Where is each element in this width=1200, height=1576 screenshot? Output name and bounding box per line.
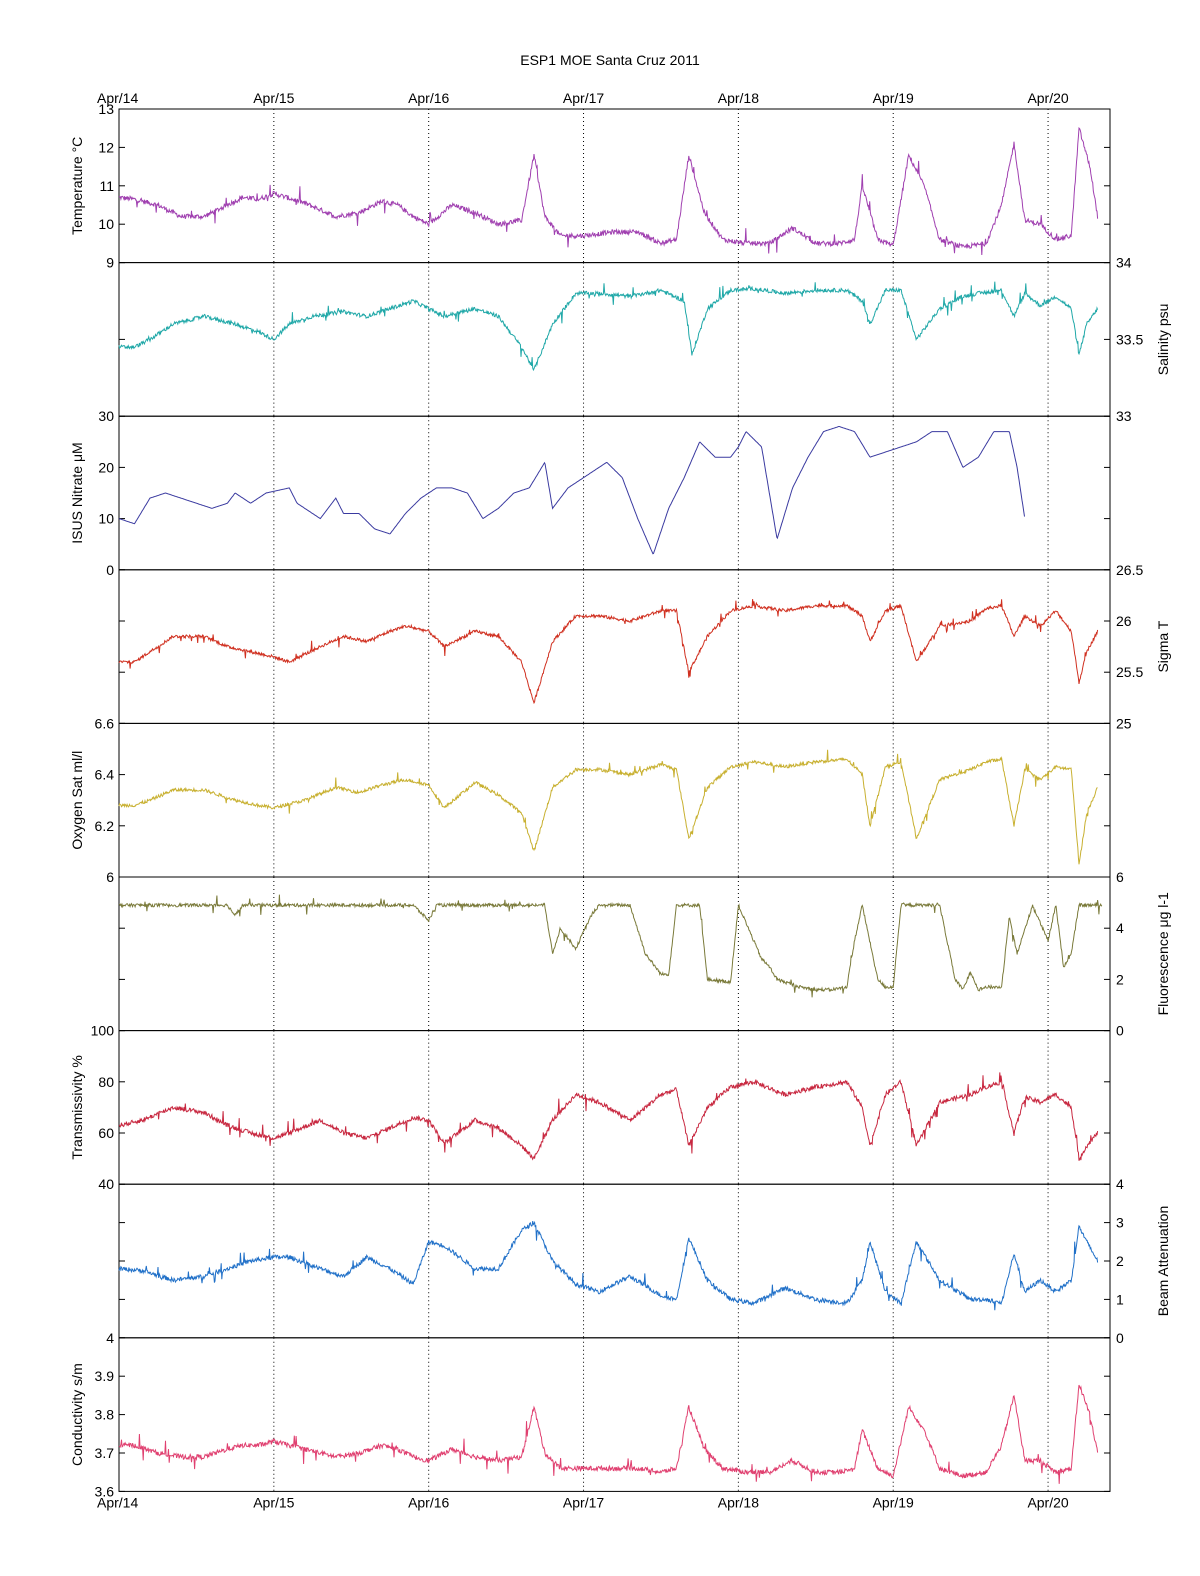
y-tick-label: 0: [1116, 1023, 1124, 1039]
panel-frame: [118, 876, 1111, 1032]
y-tick-label: 80: [98, 1074, 114, 1090]
y-tick-label: 34: [1116, 255, 1132, 271]
y-tick-label: 3.7: [95, 1445, 115, 1461]
y-tick-label: 25.5: [1116, 664, 1143, 680]
panel-conductivity: [118, 1337, 1111, 1492]
series-line-temperature: [118, 126, 1099, 256]
y-axis-label: Sigma T: [1155, 620, 1171, 672]
x-tick-label-bottom: Apr/19: [873, 1494, 914, 1510]
series-line-conductivity: [118, 1384, 1099, 1484]
panel-frame: [118, 1183, 1111, 1339]
x-tick-label-top: Apr/18: [718, 90, 759, 106]
y-tick-label: 0: [106, 562, 114, 578]
x-tick-label-top: Apr/15: [253, 90, 294, 106]
x-tick-label-top: Apr/14: [97, 90, 138, 106]
panel-salinity: [118, 262, 1111, 417]
y-axis-label: Fluorescence μg l-1: [1155, 892, 1171, 1015]
x-tick-label-bottom: Apr/14: [97, 1494, 138, 1510]
panel-fluorescence: [118, 876, 1111, 1032]
y-tick-label: 3: [1116, 1215, 1124, 1231]
y-tick-label: 4: [1116, 920, 1124, 936]
y-tick-label: 40: [98, 1176, 114, 1192]
y-tick-label: 20: [98, 459, 114, 475]
y-axis-label: Transmissivity %: [69, 1055, 85, 1160]
panel-isus-nitrate: [118, 415, 1111, 571]
panel-frame: [118, 722, 1111, 878]
panel-oxygen-sat: [118, 722, 1111, 878]
series-line-oxygen-sat: [118, 749, 1098, 865]
x-tick-label-bottom: Apr/16: [408, 1494, 449, 1510]
series-line-transmissivity: [118, 1072, 1099, 1161]
y-tick-label: 6.4: [95, 767, 115, 783]
x-tick-label-bottom: Apr/18: [718, 1494, 759, 1510]
y-tick-label: 13: [98, 101, 114, 117]
series-line-sigma-t: [118, 599, 1099, 705]
chart-title: ESP1 MOE Santa Cruz 2011: [520, 52, 700, 68]
y-tick-label: 10: [98, 511, 114, 527]
y-tick-label: 25: [1116, 715, 1132, 731]
y-tick-label: 0: [1116, 1330, 1124, 1346]
y-tick-label: 26.5: [1116, 562, 1143, 578]
y-tick-label: 6: [1116, 869, 1124, 885]
y-tick-label: 100: [91, 1023, 115, 1039]
y-tick-label: 33.5: [1116, 331, 1143, 347]
y-tick-label: 10: [98, 216, 114, 232]
series-line-fluorescence: [118, 894, 1103, 998]
panel-sigma-t: [118, 569, 1111, 724]
y-axis-label: ISUS Nitrate μM: [69, 442, 85, 543]
y-axis-label: Oxygen Sat ml/l: [69, 751, 85, 850]
y-tick-label: 3.8: [95, 1407, 115, 1423]
panel-frame: [118, 1030, 1111, 1185]
y-tick-label: 6.2: [95, 818, 115, 834]
y-axis-label: Salinity psu: [1155, 304, 1171, 376]
y-tick-label: 60: [98, 1125, 114, 1141]
x-tick-label-bottom: Apr/20: [1027, 1494, 1068, 1510]
y-tick-label: 4: [1116, 1176, 1124, 1192]
y-axis-label: Beam Attenuation: [1155, 1206, 1171, 1317]
y-tick-label: 3.6: [95, 1483, 115, 1499]
panel-transmissivity: [118, 1030, 1111, 1185]
y-tick-label: 26: [1116, 613, 1132, 629]
y-tick-label: 2: [1116, 971, 1124, 987]
y-tick-label: 30: [98, 408, 114, 424]
panel-frame: [118, 262, 1111, 417]
y-tick-label: 4: [106, 1330, 114, 1346]
y-tick-label: 12: [98, 139, 114, 155]
y-tick-label: 6: [106, 869, 114, 885]
panel-frame: [118, 569, 1111, 724]
x-tick-label-bottom: Apr/17: [563, 1494, 604, 1510]
y-axis-label: Temperature °C: [69, 137, 85, 235]
panel-temperature: [118, 108, 1111, 264]
y-tick-label: 6.6: [95, 715, 115, 731]
series-line-beam-attenuation: [118, 1220, 1099, 1311]
panel-beam-attenuation: [118, 1183, 1111, 1339]
y-tick-label: 2: [1116, 1253, 1124, 1269]
panel-frame: [118, 108, 1111, 264]
series-line-isus-nitrate: [118, 426, 1025, 555]
y-tick-label: 1: [1116, 1291, 1124, 1307]
series-line-salinity: [118, 281, 1099, 372]
x-tick-label-top: Apr/19: [873, 90, 914, 106]
x-tick-label-top: Apr/16: [408, 90, 449, 106]
x-tick-label-top: Apr/20: [1027, 90, 1068, 106]
y-tick-label: 11: [99, 178, 114, 194]
x-tick-label-top: Apr/17: [563, 90, 604, 106]
y-axis-label: Conductivity s/m: [69, 1363, 85, 1466]
x-tick-label-bottom: Apr/15: [253, 1494, 294, 1510]
y-tick-label: 9: [106, 255, 114, 271]
y-tick-label: 33: [1116, 408, 1132, 424]
y-tick-label: 3.9: [95, 1368, 115, 1384]
